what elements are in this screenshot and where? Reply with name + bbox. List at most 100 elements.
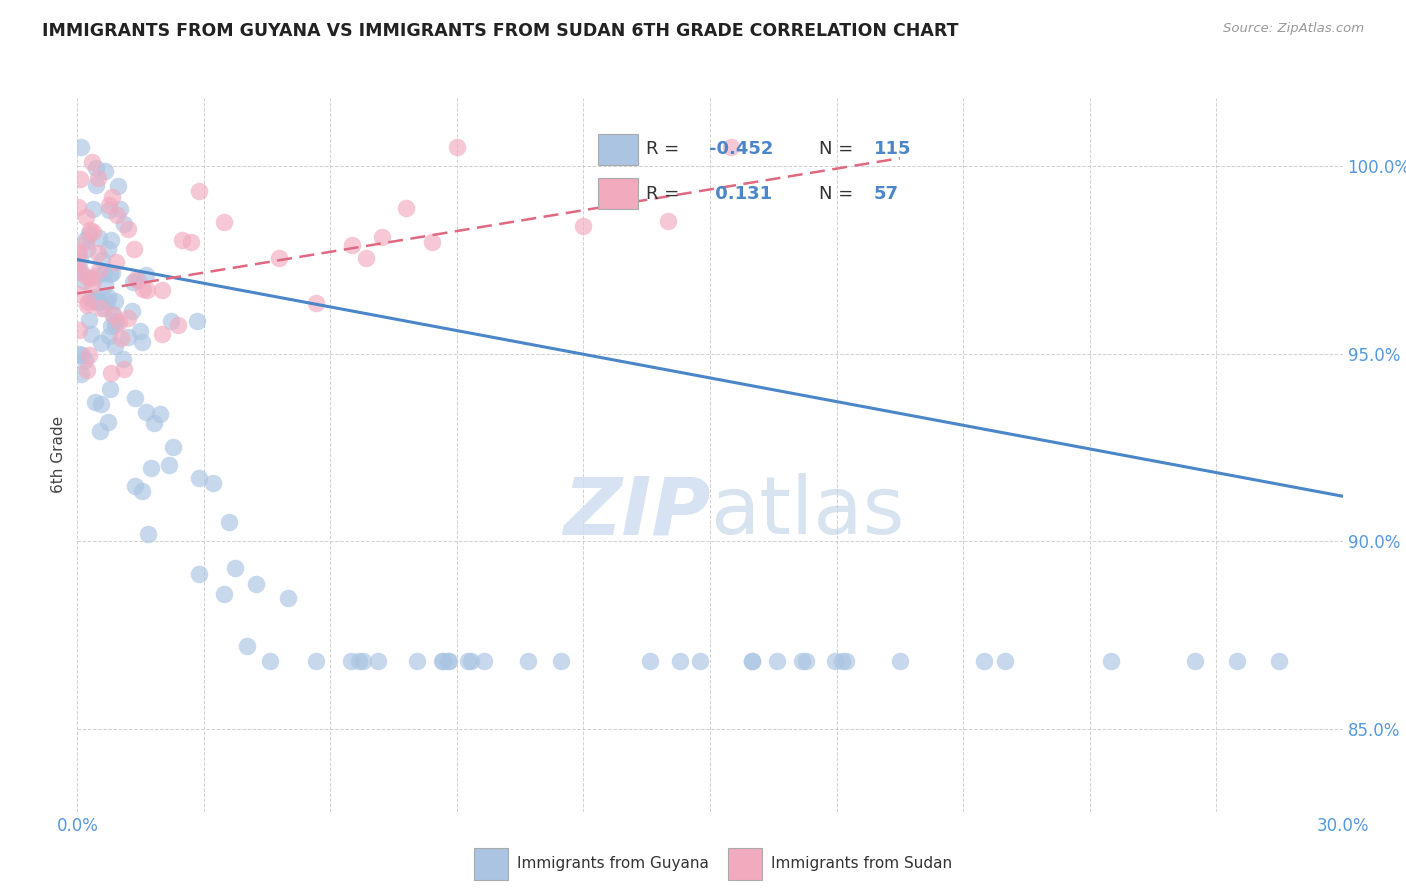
Point (122, 242, 145, 256)
Point (267, 252, 290, 266)
Point (834, 655, 856, 669)
Text: N =: N = (818, 140, 853, 158)
Point (107, 179, 129, 194)
Point (104, 255, 127, 269)
Point (73, 233, 96, 247)
Point (824, 655, 846, 669)
Point (93, 266, 115, 280)
Point (107, 208, 129, 222)
Point (80, 326, 103, 341)
Point (101, 190, 124, 204)
Point (112, 362, 135, 376)
Point (166, 318, 188, 333)
Point (657, 214, 679, 228)
Point (84, 268, 107, 283)
Point (98, 329, 121, 343)
Point (77, 295, 100, 310)
Point (212, 215, 235, 229)
Point (367, 655, 389, 669)
Point (1268, 655, 1291, 669)
Point (77, 313, 100, 327)
Point (79, 271, 101, 285)
Point (103, 308, 125, 322)
Point (76, 270, 98, 285)
Point (100, 366, 122, 380)
Point (80, 155, 103, 169)
Point (159, 458, 181, 473)
Text: R =: R = (645, 140, 679, 158)
Point (460, 655, 482, 669)
Point (159, 314, 181, 328)
Point (395, 201, 418, 215)
Point (354, 252, 377, 266)
Point (104, 294, 127, 309)
Point (150, 326, 173, 341)
Point (889, 655, 911, 669)
Point (69, 265, 91, 279)
FancyBboxPatch shape (599, 134, 638, 165)
Point (187, 471, 209, 485)
Point (127, 273, 149, 287)
Point (69, 265, 91, 279)
Point (550, 655, 572, 669)
Point (150, 284, 173, 298)
Point (90, 397, 112, 411)
FancyBboxPatch shape (728, 848, 762, 880)
Point (84, 395, 107, 409)
Point (87, 171, 110, 186)
Point (66, 262, 89, 277)
Point (90, 252, 112, 267)
Point (572, 219, 595, 234)
Point (66, 256, 89, 270)
Point (93, 301, 115, 315)
Point (79, 348, 101, 362)
Point (224, 561, 246, 575)
Text: atlas: atlas (710, 473, 904, 551)
Point (172, 233, 194, 247)
Point (122, 275, 145, 289)
Point (457, 655, 479, 669)
Point (1099, 655, 1122, 669)
Point (105, 314, 128, 328)
Point (70, 347, 93, 361)
Point (162, 440, 184, 454)
Point (76, 235, 98, 249)
Point (186, 313, 208, 327)
Point (86, 245, 108, 260)
Text: Immigrants from Guyana: Immigrants from Guyana (517, 855, 709, 871)
Point (89, 294, 111, 309)
Point (69, 253, 91, 268)
Point (142, 416, 165, 430)
Text: IMMIGRANTS FROM GUYANA VS IMMIGRANTS FROM SUDAN 6TH GRADE CORRELATION CHART: IMMIGRANTS FROM GUYANA VS IMMIGRANTS FRO… (42, 22, 959, 40)
Point (973, 655, 995, 669)
Point (117, 222, 139, 236)
Point (135, 405, 157, 419)
Point (349, 655, 371, 669)
Point (124, 391, 146, 405)
Point (66, 200, 89, 214)
Point (89, 424, 111, 438)
Point (131, 483, 153, 498)
Point (124, 479, 146, 493)
Point (73, 353, 96, 368)
Point (420, 235, 443, 249)
FancyBboxPatch shape (599, 178, 638, 210)
Point (437, 655, 460, 669)
Point (100, 318, 122, 333)
Point (638, 655, 661, 669)
Point (73, 274, 96, 288)
Point (98, 382, 121, 396)
Point (149, 407, 172, 421)
Point (97, 242, 120, 256)
Point (86, 292, 108, 306)
Point (831, 655, 853, 669)
Point (84, 161, 107, 176)
Point (305, 296, 328, 310)
Point (141, 461, 163, 475)
Point (125, 272, 148, 286)
Point (76, 362, 98, 376)
Point (79, 227, 101, 241)
Point (720, 140, 742, 154)
Point (117, 310, 139, 325)
Point (76, 242, 98, 256)
